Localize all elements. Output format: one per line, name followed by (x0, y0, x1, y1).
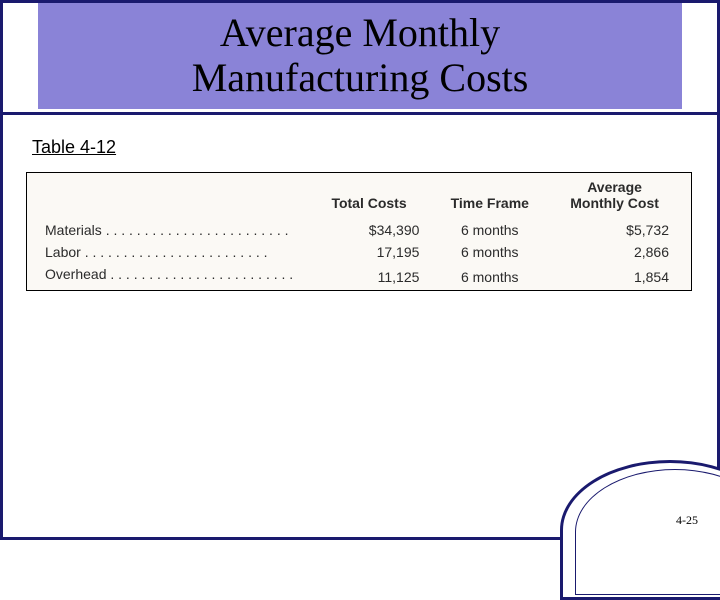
cell-avg: $5,732 (550, 219, 691, 241)
cell-time: 6 months (429, 219, 550, 241)
cell-time: 6 months (429, 241, 550, 263)
costs-table-container: Total Costs Time Frame Average Monthly C… (26, 172, 692, 291)
cell-label: Labor . . . . . . . . . . . . . . . . . … (27, 241, 309, 263)
table-header-row: Total Costs Time Frame Average Monthly C… (27, 173, 691, 219)
slide-title: Average Monthly Manufacturing Costs (192, 11, 529, 101)
col-header-total: Total Costs (309, 173, 430, 219)
title-line-2: Manufacturing Costs (192, 55, 529, 100)
row-label: Materials (45, 222, 102, 238)
leader-dots: . . . . . . . . . . . . . . . . . . . . … (106, 222, 289, 238)
page-number: 4-25 (676, 513, 698, 528)
cell-time: 6 months (429, 263, 550, 290)
title-band: Average Monthly Manufacturing Costs (38, 3, 682, 109)
cell-label: Materials . . . . . . . . . . . . . . . … (27, 219, 309, 241)
cell-total: 11,125 (309, 263, 430, 290)
table-row: Materials . . . . . . . . . . . . . . . … (27, 219, 691, 241)
cell-total: 17,195 (309, 241, 430, 263)
leader-dots: . . . . . . . . . . . . . . . . . . . . … (110, 266, 293, 282)
cell-avg: 2,866 (550, 241, 691, 263)
table-row: Labor . . . . . . . . . . . . . . . . . … (27, 241, 691, 263)
leader-dots: . . . . . . . . . . . . . . . . . . . . … (85, 244, 268, 260)
cell-total: $34,390 (309, 219, 430, 241)
costs-table: Total Costs Time Frame Average Monthly C… (27, 173, 691, 290)
col-header-time: Time Frame (429, 173, 550, 219)
cell-avg: 1,854 (550, 263, 691, 290)
table-caption: Table 4-12 (32, 137, 116, 158)
col-header-label (27, 173, 309, 219)
cell-label: Overhead . . . . . . . . . . . . . . . .… (27, 263, 309, 290)
col-header-avg-l2: Monthly Cost (570, 195, 659, 211)
title-line-1: Average Monthly (220, 10, 500, 55)
row-label: Labor (45, 244, 81, 260)
col-header-avg-l1: Average (587, 179, 642, 195)
row-label: Overhead (45, 266, 106, 282)
table-row: Overhead . . . . . . . . . . . . . . . .… (27, 263, 691, 290)
title-divider (3, 112, 717, 115)
col-header-avg: Average Monthly Cost (550, 173, 691, 219)
